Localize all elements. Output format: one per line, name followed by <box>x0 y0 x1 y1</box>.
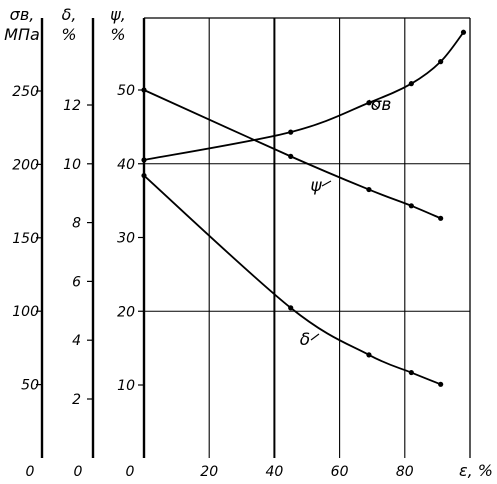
x-tick-label-40: 40 <box>265 464 283 480</box>
delta-zero-label: 0 <box>74 464 83 480</box>
x-tick-label-60: 60 <box>331 464 349 480</box>
psi-point-1 <box>288 153 294 159</box>
psi-axis-title: ψ, <box>110 5 126 24</box>
labels-layer: 50100150200250246810121020304050σв,МПаδ,… <box>4 5 493 480</box>
delta-tick-label-6: 6 <box>72 274 81 290</box>
psi-tick-label-10: 10 <box>117 378 135 394</box>
delta-tick-label-8: 8 <box>72 216 81 232</box>
sigma-tick-label-150: 150 <box>12 231 39 247</box>
psi-zero-label: 0 <box>126 464 135 480</box>
sigma-tick-label-50: 50 <box>21 378 39 394</box>
sigma-tick-label-200: 200 <box>12 157 39 173</box>
psi-point-2 <box>366 186 372 193</box>
psi-point-0 <box>141 87 147 93</box>
delta-axis-unit: % <box>61 25 76 44</box>
psi-tick-label-50: 50 <box>117 83 135 99</box>
sigma-tick-label-250: 250 <box>12 84 39 100</box>
sigma-curve <box>143 31 465 161</box>
x-axis-label: ε, % <box>459 461 493 480</box>
delta-point-3 <box>408 369 414 376</box>
sigma-axis-unit: МПа <box>4 25 40 44</box>
x-tick-label-20: 20 <box>200 464 218 480</box>
psi-curve <box>143 89 442 220</box>
grid-layer <box>144 17 471 458</box>
psi-curve-label: ψ <box>310 176 322 196</box>
psi-tick-label-30: 30 <box>117 231 135 247</box>
sigma-point-1 <box>288 129 294 135</box>
sigma-axis-title: σв, <box>10 5 35 24</box>
delta-point-1 <box>288 305 294 311</box>
sigma-point-0 <box>141 157 147 163</box>
delta-tick-label-2: 2 <box>72 392 81 408</box>
sigma-zero-label: 0 <box>26 464 35 480</box>
sigma-curve-label: σв <box>371 95 392 115</box>
delta-curve <box>143 174 441 386</box>
delta-point-4 <box>438 381 444 387</box>
sigma-point-5 <box>460 29 467 35</box>
sigma-tick-label-100: 100 <box>12 304 39 320</box>
delta-axis-title: δ, <box>62 5 77 24</box>
psi-tick-label-20: 20 <box>117 304 135 320</box>
psi-point-3 <box>408 203 414 209</box>
delta-tick-label-4: 4 <box>72 333 81 349</box>
delta-curve-label: δ <box>300 330 310 350</box>
series-layer <box>141 29 467 387</box>
delta-tick-label-10: 10 <box>63 157 81 173</box>
psi-axis-unit: % <box>110 25 125 44</box>
sigma-label-leader <box>368 99 379 109</box>
delta-point-0 <box>141 172 147 179</box>
delta-tick-label-12: 12 <box>63 98 81 114</box>
psi-label-leader <box>321 180 332 187</box>
delta-point-2 <box>366 352 372 358</box>
sigma-point-4 <box>438 59 444 65</box>
psi-tick-label-40: 40 <box>117 157 135 173</box>
sigma-point-3 <box>408 81 414 87</box>
x-tick-label-80: 80 <box>396 464 414 480</box>
psi-point-4 <box>438 215 444 221</box>
delta-label-leader <box>310 333 320 341</box>
